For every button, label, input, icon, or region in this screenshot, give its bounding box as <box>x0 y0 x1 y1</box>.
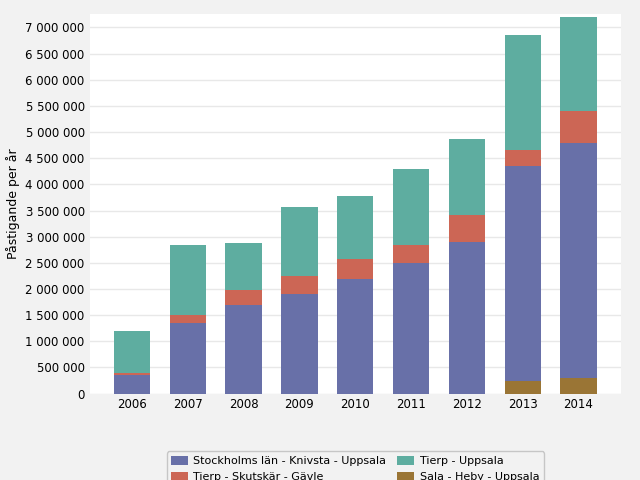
Bar <box>114 331 150 372</box>
Bar <box>114 372 150 375</box>
Bar <box>393 168 429 244</box>
Bar <box>393 244 429 263</box>
Bar <box>561 143 596 378</box>
Bar <box>225 243 262 290</box>
Bar <box>393 263 429 394</box>
Bar <box>337 278 373 394</box>
Bar <box>170 323 206 394</box>
Bar <box>561 17 596 111</box>
Bar <box>225 305 262 394</box>
Bar <box>337 196 373 259</box>
Bar <box>449 139 485 215</box>
Y-axis label: Påstigande per år: Påstigande per år <box>6 149 20 259</box>
Bar <box>114 375 150 394</box>
Bar <box>170 244 206 315</box>
Bar <box>504 166 541 381</box>
Bar <box>281 276 317 294</box>
Bar <box>504 381 541 394</box>
Bar <box>225 290 262 305</box>
Legend: Stockholms län - Knivsta - Uppsala, Tierp - Skutskär - Gävle, Tierp - Uppsala, S: Stockholms län - Knivsta - Uppsala, Tier… <box>166 451 544 480</box>
Bar <box>561 378 596 394</box>
Bar <box>504 150 541 166</box>
Bar <box>337 259 373 278</box>
Bar <box>504 36 541 150</box>
Bar <box>281 294 317 394</box>
Bar <box>449 242 485 394</box>
Bar <box>170 315 206 323</box>
Bar <box>449 215 485 242</box>
Bar <box>561 111 596 143</box>
Bar <box>281 207 317 276</box>
